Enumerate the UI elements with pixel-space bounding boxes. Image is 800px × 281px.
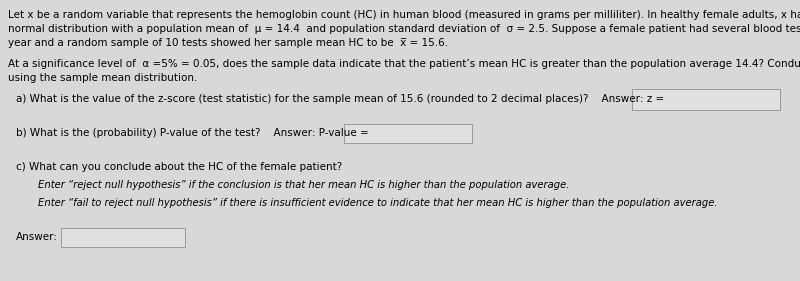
- Text: normal distribution with a population mean of  μ = 14.4  and population standard: normal distribution with a population me…: [8, 24, 800, 34]
- Text: At a significance level of  α =5% = 0.05, does the sample data indicate that the: At a significance level of α =5% = 0.05,…: [8, 59, 800, 69]
- FancyBboxPatch shape: [61, 228, 185, 247]
- Text: Enter “reject null hypothesis” if the conclusion is that her mean HC is higher t: Enter “reject null hypothesis” if the co…: [38, 180, 570, 190]
- FancyBboxPatch shape: [344, 124, 472, 143]
- Text: a) What is the value of the z-score (test statistic) for the sample mean of 15.6: a) What is the value of the z-score (tes…: [16, 94, 664, 104]
- Text: Answer:: Answer:: [16, 232, 58, 242]
- Text: year and a random sample of 10 tests showed her sample mean HC to be  x̅ = 15.6.: year and a random sample of 10 tests sho…: [8, 38, 448, 48]
- Text: c) What can you conclude about the HC of the female patient?: c) What can you conclude about the HC of…: [16, 162, 342, 172]
- Text: Enter “fail to reject null hypothesis” if there is insufficient evidence to indi: Enter “fail to reject null hypothesis” i…: [38, 198, 718, 208]
- Text: Let x be a random variable that represents the hemoglobin count (HC) in human bl: Let x be a random variable that represen…: [8, 10, 800, 20]
- FancyBboxPatch shape: [632, 89, 780, 110]
- Text: b) What is the (probability) P-value of the test?    Answer: P-value =: b) What is the (probability) P-value of …: [16, 128, 369, 138]
- Text: using the sample mean distribution.: using the sample mean distribution.: [8, 73, 198, 83]
